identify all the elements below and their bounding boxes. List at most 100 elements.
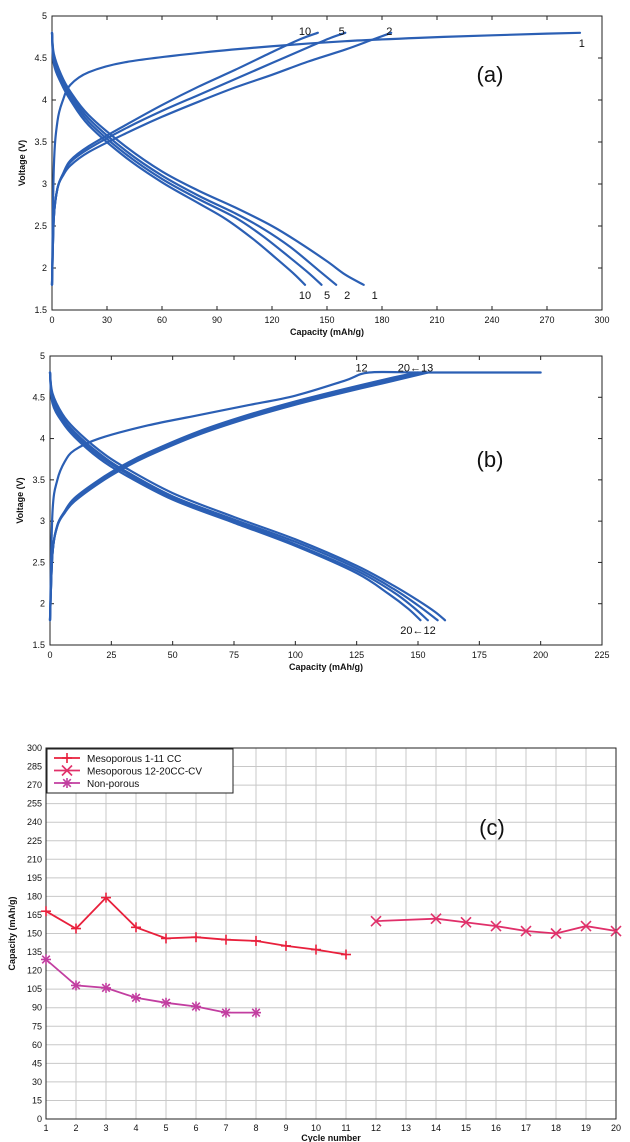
curve-label: 20←12 bbox=[400, 625, 435, 637]
curve-label: 12 bbox=[355, 363, 367, 375]
curve-label: 5 bbox=[324, 290, 330, 302]
x-tick-label: 30 bbox=[102, 315, 112, 325]
data-point-marker bbox=[251, 1008, 261, 1018]
legend: Mesoporous 1-11 CC Mesoporous 12-20CC-CVN… bbox=[46, 748, 234, 794]
x-axis-label: Capacity (mAh/g) bbox=[290, 327, 364, 337]
x-tick-label: 17 bbox=[521, 1123, 531, 1133]
chart-panel-c: 1 2 3 4 5 6 7 8 9 10 11 12 13 14 15 16 17 18 19 20 0 15 30 45 60… bbox=[0, 725, 630, 1142]
panel-label: (c) bbox=[479, 815, 505, 840]
curve-label: 1 bbox=[579, 38, 585, 50]
y-tick-label: 180 bbox=[27, 891, 42, 901]
panel-label: (a) bbox=[477, 62, 504, 87]
x-tick-label: 11 bbox=[341, 1123, 350, 1133]
curve-cycle-12-discharge bbox=[48, 371, 447, 622]
x-tick-label: 50 bbox=[168, 650, 178, 660]
y-tick-label: 4.5 bbox=[32, 392, 45, 402]
data-point-marker bbox=[550, 927, 562, 940]
curve-cycle-13-discharge bbox=[48, 371, 439, 622]
x-tick-label: 225 bbox=[594, 650, 609, 660]
curve-cycle-12-charge bbox=[48, 370, 542, 622]
y-tick-label: 240 bbox=[27, 817, 42, 827]
y-tick-label: 210 bbox=[27, 854, 42, 864]
y-tick-label: 0 bbox=[37, 1114, 42, 1124]
x-tick-label: 8 bbox=[253, 1123, 258, 1133]
voltage-capacity-chart-b: 0 25 50 75 100 125 150 175 200 2251.522.533.544.5… bbox=[15, 351, 610, 672]
x-tick-label: 13 bbox=[401, 1123, 411, 1133]
series-line bbox=[375, 917, 617, 935]
y-tick-label: 15 bbox=[32, 1095, 42, 1105]
legend-marker bbox=[62, 778, 72, 788]
y-tick-label: 75 bbox=[32, 1021, 42, 1031]
x-tick-label: 18 bbox=[551, 1123, 561, 1133]
x-tick-label: 4 bbox=[133, 1123, 138, 1133]
curve-label: 10 bbox=[299, 290, 311, 302]
x-tick-label: 15 bbox=[461, 1123, 471, 1133]
curve-label: 10 bbox=[299, 26, 311, 38]
series-2 bbox=[41, 954, 261, 1018]
y-tick-label: 150 bbox=[27, 929, 42, 939]
x-tick-label: 90 bbox=[212, 315, 222, 325]
voltage-capacity-chart-a: 0 30 60 90 120 150 180 210 240 270 3001.522.533.54… bbox=[17, 11, 610, 337]
curve-cycle-1-charge bbox=[50, 31, 582, 286]
x-tick-label: 20 bbox=[611, 1123, 621, 1133]
y-tick-label: 2.5 bbox=[32, 557, 45, 567]
data-point-marker bbox=[161, 998, 171, 1008]
curve-label: 5 bbox=[339, 26, 345, 38]
x-tick-label: 7 bbox=[223, 1123, 228, 1133]
x-tick-label: 10 bbox=[311, 1123, 321, 1133]
x-tick-label: 0 bbox=[47, 650, 52, 660]
y-tick-label: 2 bbox=[40, 599, 45, 609]
cycling-capacity-chart-c: 1 2 3 4 5 6 7 8 9 10 11 12 13 14 15 16 17 18 19 20015304560… bbox=[7, 743, 622, 1142]
y-tick-label: 4 bbox=[42, 95, 47, 105]
curve-label: 2 bbox=[344, 290, 350, 302]
data-point-marker bbox=[610, 925, 622, 937]
curve-cycle-10-charge bbox=[50, 31, 319, 286]
series-0 bbox=[41, 892, 351, 960]
data-point-marker bbox=[430, 913, 442, 925]
y-tick-label: 5 bbox=[40, 351, 45, 361]
y-tick-label: 300 bbox=[27, 743, 42, 753]
y-tick-label: 30 bbox=[32, 1077, 42, 1087]
legend-label: Mesoporous 12-20CC-CV bbox=[87, 767, 202, 778]
x-tick-label: 300 bbox=[594, 315, 609, 325]
data-point-marker bbox=[370, 915, 382, 927]
curve-cycle-20-charge bbox=[48, 371, 429, 622]
y-tick-label: 3.5 bbox=[32, 475, 45, 485]
data-point-marker bbox=[191, 1002, 201, 1011]
x-tick-label: 180 bbox=[374, 315, 389, 325]
y-tick-label: 195 bbox=[27, 873, 42, 883]
y-tick-label: 225 bbox=[27, 836, 42, 846]
x-tick-label: 150 bbox=[319, 315, 334, 325]
curve-label: 1 bbox=[372, 290, 378, 302]
series-1 bbox=[370, 913, 622, 940]
y-tick-label: 285 bbox=[27, 762, 42, 772]
curve-cycle-16-discharge bbox=[48, 371, 429, 622]
x-tick-label: 5 bbox=[163, 1123, 168, 1133]
y-tick-label: 120 bbox=[27, 966, 42, 976]
x-tick-label: 25 bbox=[106, 650, 116, 660]
x-tick-label: 1 bbox=[43, 1123, 48, 1133]
x-tick-label: 3 bbox=[103, 1123, 108, 1133]
y-tick-label: 90 bbox=[32, 1003, 42, 1013]
y-tick-label: 2.5 bbox=[34, 221, 47, 231]
x-axis-label: Cycle number bbox=[301, 1133, 361, 1142]
y-tick-label: 1.5 bbox=[34, 305, 47, 315]
y-tick-label: 135 bbox=[27, 947, 42, 957]
data-point-marker bbox=[131, 993, 141, 1003]
data-point-marker bbox=[580, 920, 592, 932]
y-axis-label: Capacity (mAh/g) bbox=[7, 896, 17, 970]
curve-label: 20←13 bbox=[398, 363, 433, 375]
x-tick-label: 270 bbox=[539, 315, 554, 325]
x-tick-label: 16 bbox=[491, 1123, 501, 1133]
plot-frame bbox=[45, 747, 617, 1120]
y-tick-label: 165 bbox=[27, 910, 42, 920]
x-tick-label: 240 bbox=[484, 315, 499, 325]
y-tick-label: 4 bbox=[40, 434, 45, 444]
y-tick-label: 4.5 bbox=[34, 53, 47, 63]
curve-cycle-20-discharge bbox=[48, 371, 422, 622]
x-tick-label: 60 bbox=[157, 315, 167, 325]
x-tick-label: 6 bbox=[193, 1123, 198, 1133]
y-tick-label: 45 bbox=[32, 1058, 42, 1068]
data-point-marker bbox=[41, 955, 51, 964]
legend-label: Mesoporous 1-11 CC bbox=[87, 754, 181, 765]
